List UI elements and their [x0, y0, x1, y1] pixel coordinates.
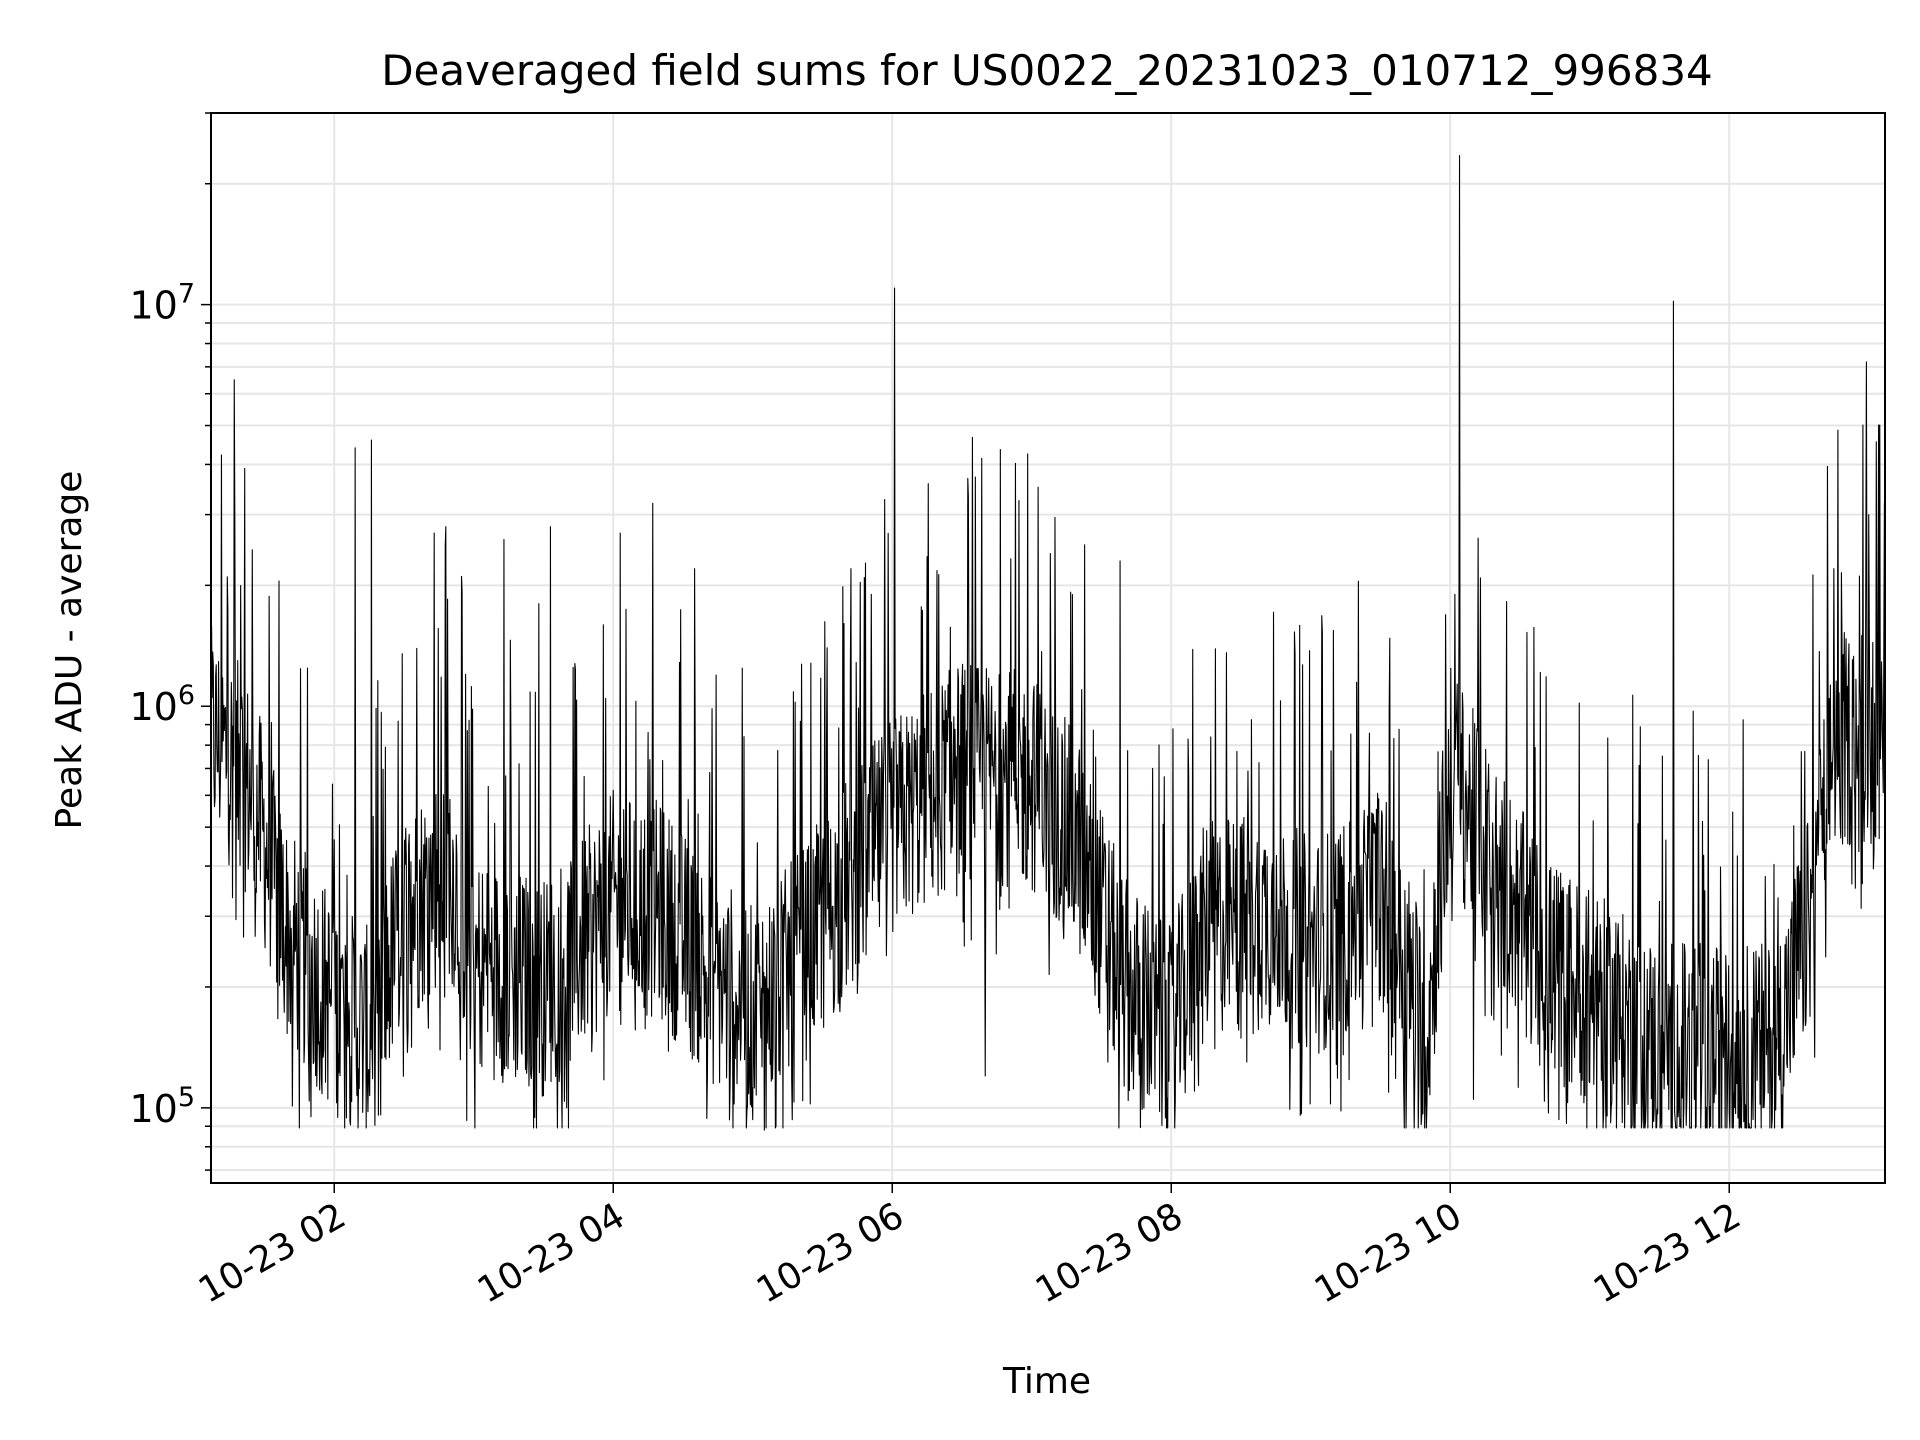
y-axis: 105 106 107	[129, 112, 211, 1171]
axes-frame	[210, 112, 1886, 1184]
y-axis-label: Peak ADU - average	[49, 471, 90, 830]
series-line	[210, 155, 1886, 1131]
x-axis-label: Time	[1002, 1361, 1091, 1402]
chart-title: Deaveraged field sums for US0022_2023102…	[381, 46, 1713, 95]
plot-area	[210, 155, 1886, 1131]
y-tick-label: 107	[129, 279, 195, 328]
y-tick-label: 106	[129, 680, 195, 729]
y-tick-label: 105	[129, 1082, 195, 1131]
